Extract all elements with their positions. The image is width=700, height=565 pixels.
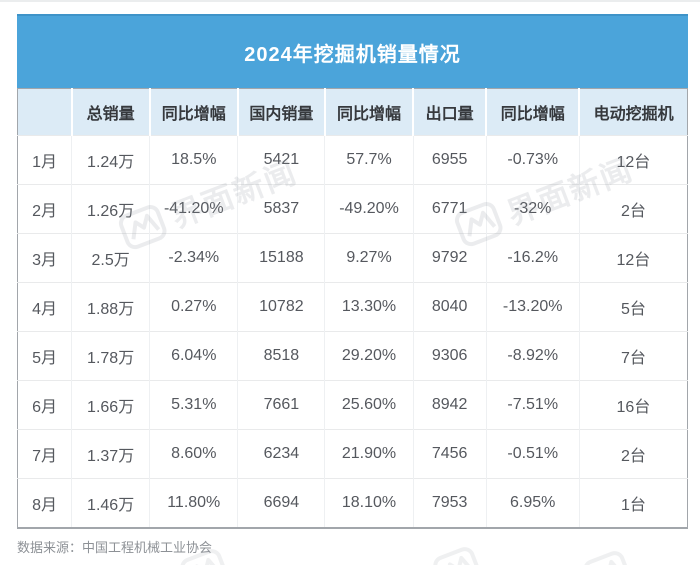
header-cell-electric-excavator: 电动挖掘机 (578, 88, 688, 136)
electric-excavator-cell: 1台 (578, 478, 688, 528)
total-yoy-cell: 18.5% (149, 135, 238, 185)
export-volume-cell: 7953 (412, 478, 487, 528)
total-sales-cell: 1.46万 (71, 478, 150, 528)
export-yoy-cell: -32% (485, 184, 580, 234)
header-cell-export-yoy: 同比增幅 (485, 88, 580, 136)
table-row-mar: 3月 2.5万 -2.34% 15188 9.27% 9792 -16.2% 1… (17, 233, 688, 283)
month-cell: 7月 (17, 429, 72, 479)
header-cell-domestic-sales: 国内销量 (236, 88, 325, 136)
domestic-sales-cell: 5421 (237, 135, 325, 185)
header-cell-month (17, 88, 72, 136)
domestic-yoy-cell: 57.7% (324, 135, 414, 185)
electric-excavator-cell: 2台 (578, 429, 688, 479)
source-note: 数据来源：中国工程机械工业协会 (17, 539, 213, 555)
page-top-edge (0, 0, 700, 2)
total-yoy-cell: 0.27% (149, 282, 238, 332)
electric-excavator-cell: 12台 (578, 233, 688, 283)
domestic-yoy-cell: 29.20% (324, 331, 414, 381)
domestic-sales-cell: 10782 (237, 282, 325, 332)
domestic-sales-cell: 8518 (237, 331, 325, 381)
month-cell: 8月 (17, 478, 72, 528)
month-cell: 4月 (17, 282, 72, 332)
export-volume-cell: 9792 (412, 233, 487, 283)
month-cell: 6月 (17, 380, 72, 430)
domestic-yoy-cell: 13.30% (324, 282, 414, 332)
total-sales-cell: 1.88万 (71, 282, 150, 332)
infographic-card: 2024年挖掘机销量情况 总销量 同比增幅 国内销量 同比增幅 出口量 同比增幅… (17, 14, 688, 556)
total-yoy-cell: 5.31% (149, 380, 238, 430)
header-cell-domestic-yoy: 同比增幅 (323, 88, 414, 136)
month-cell: 5月 (17, 331, 72, 381)
export-volume-cell: 8942 (412, 380, 487, 430)
export-volume-cell: 8040 (412, 282, 487, 332)
electric-excavator-cell: 7台 (578, 331, 688, 381)
electric-excavator-cell: 12台 (578, 135, 688, 185)
export-yoy-cell: 6.95% (485, 478, 580, 528)
total-yoy-cell: 8.60% (149, 429, 238, 479)
table-row-apr: 4月 1.88万 0.27% 10782 13.30% 8040 -13.20%… (17, 282, 688, 332)
export-volume-cell: 6955 (412, 135, 487, 185)
domestic-yoy-cell: -49.20% (324, 184, 414, 234)
table-row-jan: 1月 1.24万 18.5% 5421 57.7% 6955 -0.73% 12… (17, 135, 688, 185)
page-title: 2024年挖掘机销量情况 (244, 43, 461, 66)
export-yoy-cell: -0.51% (485, 429, 580, 479)
domestic-sales-cell: 5837 (237, 184, 325, 234)
title-banner: 2024年挖掘机销量情况 (17, 14, 688, 88)
electric-excavator-cell: 5台 (578, 282, 688, 332)
total-yoy-cell: -2.34% (149, 233, 238, 283)
export-yoy-cell: -16.2% (485, 233, 580, 283)
total-sales-cell: 1.66万 (71, 380, 150, 430)
export-yoy-cell: -8.92% (485, 331, 580, 381)
month-cell: 2月 (17, 184, 72, 234)
table-row-jul: 7月 1.37万 8.60% 6234 21.90% 7456 -0.51% 2… (17, 429, 688, 479)
electric-excavator-cell: 16台 (578, 380, 688, 430)
table-row-feb: 2月 1.26万 -41.20% 5837 -49.20% 6771 -32% … (17, 184, 688, 234)
header-cell-total-sales: 总销量 (70, 88, 150, 136)
domestic-yoy-cell: 9.27% (324, 233, 414, 283)
total-sales-cell: 1.24万 (71, 135, 150, 185)
export-volume-cell: 6771 (412, 184, 487, 234)
export-yoy-cell: -7.51% (485, 380, 580, 430)
domestic-sales-cell: 6234 (237, 429, 325, 479)
domestic-yoy-cell: 21.90% (324, 429, 414, 479)
electric-excavator-cell: 2台 (578, 184, 688, 234)
table-row-may: 5月 1.78万 6.04% 8518 29.20% 9306 -8.92% 7… (17, 331, 688, 381)
table-row-aug: 8月 1.46万 11.80% 6694 18.10% 7953 6.95% 1… (17, 478, 688, 528)
domestic-sales-cell: 7661 (237, 380, 325, 430)
total-sales-cell: 1.78万 (71, 331, 150, 381)
total-sales-cell: 2.5万 (71, 233, 150, 283)
domestic-yoy-cell: 25.60% (324, 380, 414, 430)
domestic-sales-cell: 6694 (237, 478, 325, 528)
month-cell: 1月 (17, 135, 72, 185)
domestic-sales-cell: 15188 (237, 233, 325, 283)
header-cell-export-volume: 出口量 (412, 88, 487, 136)
export-volume-cell: 9306 (412, 331, 487, 381)
excavator-sales-table: 总销量 同比增幅 国内销量 同比增幅 出口量 同比增幅 电动挖掘机 1月 1.2… (17, 88, 688, 529)
table-header-row: 总销量 同比增幅 国内销量 同比增幅 出口量 同比增幅 电动挖掘机 (17, 88, 688, 136)
total-sales-cell: 1.26万 (71, 184, 150, 234)
month-cell: 3月 (17, 233, 72, 283)
total-yoy-cell: -41.20% (149, 184, 238, 234)
table-body: 1月 1.24万 18.5% 5421 57.7% 6955 -0.73% 12… (17, 135, 688, 528)
table-row-jun: 6月 1.66万 5.31% 7661 25.60% 8942 -7.51% 1… (17, 380, 688, 430)
total-yoy-cell: 6.04% (149, 331, 238, 381)
total-sales-cell: 1.37万 (71, 429, 150, 479)
table-header: 总销量 同比增幅 国内销量 同比增幅 出口量 同比增幅 电动挖掘机 (17, 88, 688, 136)
total-yoy-cell: 11.80% (149, 478, 238, 528)
header-cell-total-yoy: 同比增幅 (148, 88, 238, 136)
export-yoy-cell: -0.73% (485, 135, 580, 185)
export-yoy-cell: -13.20% (485, 282, 580, 332)
export-volume-cell: 7456 (412, 429, 487, 479)
domestic-yoy-cell: 18.10% (324, 478, 414, 528)
